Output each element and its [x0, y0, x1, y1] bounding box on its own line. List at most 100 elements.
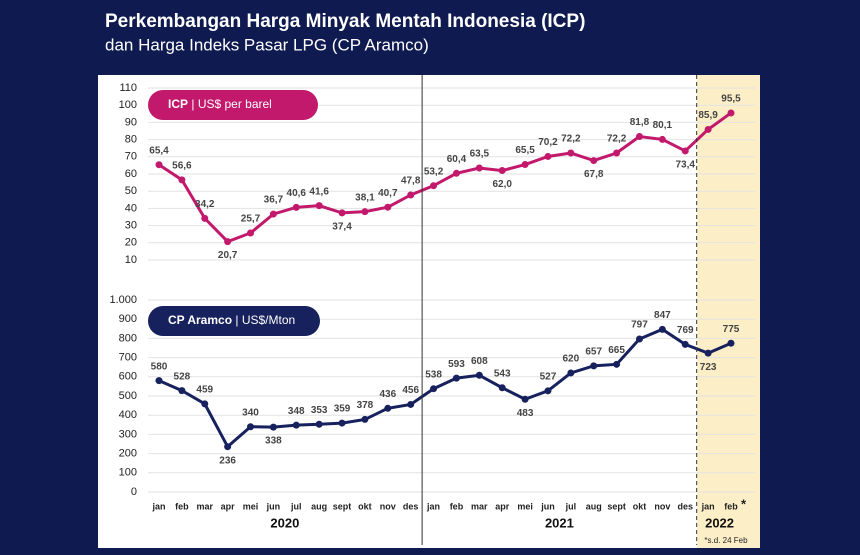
y-tick-label: 900	[119, 313, 137, 325]
year-label: 2022	[705, 515, 734, 530]
data-point	[338, 419, 346, 427]
value-label: 528	[174, 371, 191, 382]
footnote: *s.d. 24 Feb	[704, 536, 748, 545]
value-label: 56,6	[172, 160, 192, 171]
year-label: 2021	[545, 515, 574, 530]
y-tick-label: 40	[125, 202, 137, 214]
y-tick-label: 400	[119, 409, 137, 421]
x-tick-label: des	[677, 501, 693, 511]
x-tick-label: jun	[540, 501, 555, 511]
data-point	[498, 384, 506, 392]
value-label: 483	[517, 408, 534, 419]
y-tick-label: 500	[119, 390, 137, 402]
value-label: 657	[585, 346, 602, 357]
x-tick-label: nov	[654, 501, 670, 511]
value-label: 34,2	[195, 199, 215, 210]
y-tick-label: 200	[119, 448, 137, 460]
value-label: 436	[379, 389, 396, 400]
x-tick-label: apr	[495, 501, 510, 511]
x-tick-label: sept	[333, 501, 352, 511]
y-tick-label: 20	[125, 237, 137, 249]
y-tick-label: 0	[131, 486, 137, 498]
legend-name: CP Aramco	[168, 313, 232, 327]
value-label: 847	[654, 310, 671, 321]
data-point	[315, 202, 323, 210]
value-label: 53,2	[424, 166, 444, 177]
y-tick-label: 10	[125, 254, 137, 266]
y-tick-label: 800	[119, 332, 137, 344]
data-point	[544, 387, 552, 395]
value-label: 72,2	[561, 134, 581, 145]
x-tick-label: jan	[701, 501, 715, 511]
data-point	[155, 161, 163, 169]
value-label: 20,7	[218, 250, 238, 261]
data-point	[178, 176, 186, 184]
legend-unit: US$ per barel	[198, 97, 272, 111]
x-tick-label: sept	[607, 501, 626, 511]
y-tick-label: 700	[119, 352, 137, 364]
value-label: 797	[631, 320, 648, 331]
value-label: 73,4	[676, 160, 696, 171]
value-label: 80,1	[653, 120, 673, 131]
value-label: 63,5	[470, 149, 490, 160]
data-point	[247, 423, 255, 431]
y-tick-label: 50	[125, 185, 137, 197]
year-label: 2020	[270, 515, 299, 530]
data-point	[635, 335, 643, 343]
y-tick-label: 100	[119, 99, 137, 111]
value-label: 340	[242, 407, 259, 418]
value-label: 65,4	[149, 145, 169, 156]
data-point	[384, 203, 392, 211]
data-point	[384, 404, 392, 412]
value-label: 47,8	[401, 176, 421, 187]
legend-box	[148, 306, 320, 336]
value-label: 38,1	[355, 192, 375, 203]
data-point	[452, 169, 460, 177]
value-label: 620	[562, 354, 579, 365]
data-point	[613, 360, 621, 368]
value-label: 723	[700, 362, 717, 373]
x-tick-label: aug	[586, 501, 602, 511]
y-tick-label: 1.000	[109, 294, 137, 306]
data-point	[613, 149, 621, 157]
data-point	[361, 208, 369, 216]
x-tick-label: okt	[358, 501, 372, 511]
x-tick-label: jul	[565, 501, 577, 511]
value-label: 40,6	[287, 188, 307, 199]
legend-sep: |	[232, 313, 242, 327]
y-tick-label: 110	[119, 82, 137, 94]
data-point	[292, 421, 300, 429]
value-label: 236	[219, 455, 236, 466]
value-label: 70,2	[538, 137, 558, 148]
value-label: 338	[265, 436, 282, 447]
data-point	[430, 182, 438, 190]
value-label: 67,8	[584, 169, 604, 180]
legend-name: ICP	[168, 97, 188, 111]
data-point	[521, 161, 529, 169]
value-label: 65,5	[515, 145, 535, 156]
x-tick-label: aug	[311, 501, 327, 511]
value-label: 775	[723, 324, 740, 335]
data-point	[315, 420, 323, 428]
value-label: 72,2	[607, 134, 627, 145]
x-tick-label: mei	[517, 501, 533, 511]
data-point	[430, 385, 438, 393]
x-tick-label: des	[403, 501, 419, 511]
value-label: 25,7	[241, 214, 261, 225]
value-label: 353	[311, 405, 328, 416]
plot: 10 20 30 40 50 60 70 80 90 100 110 ICP | US$ per ba…	[109, 75, 755, 545]
x-tick-label: mar	[471, 501, 488, 511]
data-line	[158, 111, 732, 244]
y-tick-label: 100	[119, 467, 137, 479]
value-label: 665	[608, 345, 625, 356]
value-label: 85,9	[698, 110, 718, 121]
data-point	[224, 443, 232, 451]
x-tick-label: jan	[151, 501, 165, 511]
value-label: 81,8	[630, 117, 650, 128]
value-label: 37,4	[332, 222, 352, 233]
x-tick-label: mar	[197, 501, 214, 511]
x-tick-label: nov	[380, 501, 396, 511]
data-point	[407, 191, 415, 199]
data-point	[224, 238, 232, 246]
x-tick-label: feb	[175, 501, 189, 511]
